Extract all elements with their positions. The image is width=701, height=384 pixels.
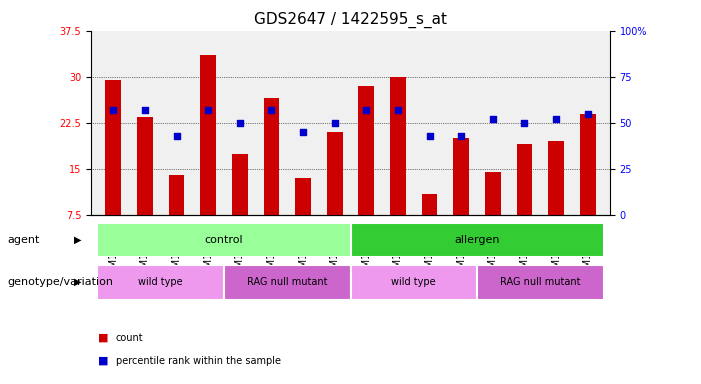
Point <box>203 107 214 113</box>
Point <box>424 133 435 139</box>
Bar <box>517 144 532 215</box>
Bar <box>454 138 469 215</box>
Bar <box>97 265 224 300</box>
Bar <box>264 98 279 215</box>
Text: RAG null mutant: RAG null mutant <box>247 277 327 287</box>
Point <box>456 133 467 139</box>
Point <box>361 107 372 113</box>
Bar <box>295 178 311 215</box>
Text: ■: ■ <box>98 356 109 366</box>
Bar <box>485 172 501 215</box>
Bar <box>548 141 564 215</box>
Text: wild type: wild type <box>138 277 183 287</box>
Text: genotype/variation: genotype/variation <box>7 277 113 287</box>
Text: wild type: wild type <box>391 277 436 287</box>
Point <box>393 107 404 113</box>
Bar <box>169 175 184 215</box>
Point <box>329 120 340 126</box>
Text: ■: ■ <box>98 333 109 343</box>
Point <box>582 111 593 117</box>
Bar <box>477 265 604 300</box>
Text: percentile rank within the sample: percentile rank within the sample <box>116 356 280 366</box>
Text: RAG null mutant: RAG null mutant <box>500 277 580 287</box>
Text: control: control <box>205 235 243 245</box>
Point <box>234 120 245 126</box>
Bar <box>358 86 374 215</box>
Bar <box>422 194 437 215</box>
Point <box>108 107 119 113</box>
Text: ▶: ▶ <box>74 235 81 245</box>
Point <box>487 116 498 122</box>
Bar <box>350 265 477 300</box>
Bar <box>200 55 216 215</box>
Text: count: count <box>116 333 143 343</box>
Text: ▶: ▶ <box>74 277 81 287</box>
Text: GDS2647 / 1422595_s_at: GDS2647 / 1422595_s_at <box>254 12 447 28</box>
Bar <box>580 114 596 215</box>
Bar <box>232 154 247 215</box>
Bar <box>105 80 121 215</box>
Bar <box>97 223 350 257</box>
Point <box>139 107 151 113</box>
Point <box>297 129 308 135</box>
Bar <box>390 77 406 215</box>
Text: agent: agent <box>7 235 39 245</box>
Bar <box>224 265 350 300</box>
Point <box>171 133 182 139</box>
Point <box>519 120 530 126</box>
Bar <box>350 223 604 257</box>
Bar <box>327 132 343 215</box>
Point <box>550 116 562 122</box>
Text: allergen: allergen <box>454 235 500 245</box>
Bar <box>137 117 153 215</box>
Point <box>266 107 277 113</box>
